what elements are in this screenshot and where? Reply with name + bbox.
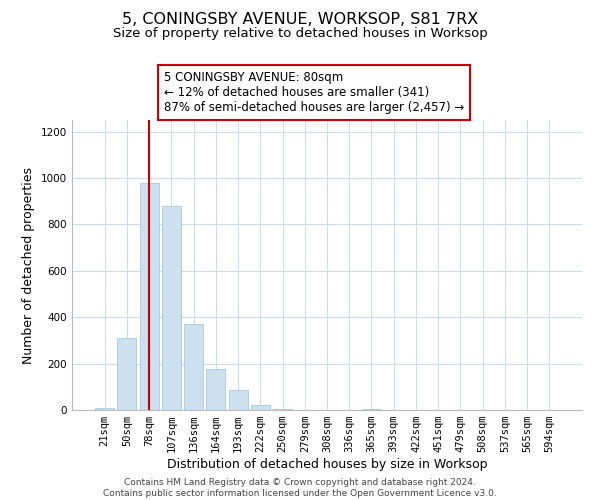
- Bar: [251, 406, 270, 410]
- X-axis label: Distribution of detached houses by size in Worksop: Distribution of detached houses by size …: [167, 458, 487, 471]
- Text: 5 CONINGSBY AVENUE: 80sqm
← 12% of detached houses are smaller (341)
87% of semi: 5 CONINGSBY AVENUE: 80sqm ← 12% of detac…: [164, 71, 464, 114]
- Text: 5, CONINGSBY AVENUE, WORKSOP, S81 7RX: 5, CONINGSBY AVENUE, WORKSOP, S81 7RX: [122, 12, 478, 28]
- Bar: [162, 206, 181, 410]
- Bar: [184, 324, 203, 410]
- Text: Size of property relative to detached houses in Worksop: Size of property relative to detached ho…: [113, 28, 487, 40]
- Bar: [362, 409, 381, 410]
- Bar: [140, 182, 158, 410]
- Y-axis label: Number of detached properties: Number of detached properties: [22, 166, 35, 364]
- Bar: [229, 390, 248, 410]
- Bar: [95, 408, 114, 410]
- Text: Contains HM Land Registry data © Crown copyright and database right 2024.
Contai: Contains HM Land Registry data © Crown c…: [103, 478, 497, 498]
- Bar: [206, 370, 225, 410]
- Bar: [273, 409, 292, 410]
- Bar: [118, 338, 136, 410]
